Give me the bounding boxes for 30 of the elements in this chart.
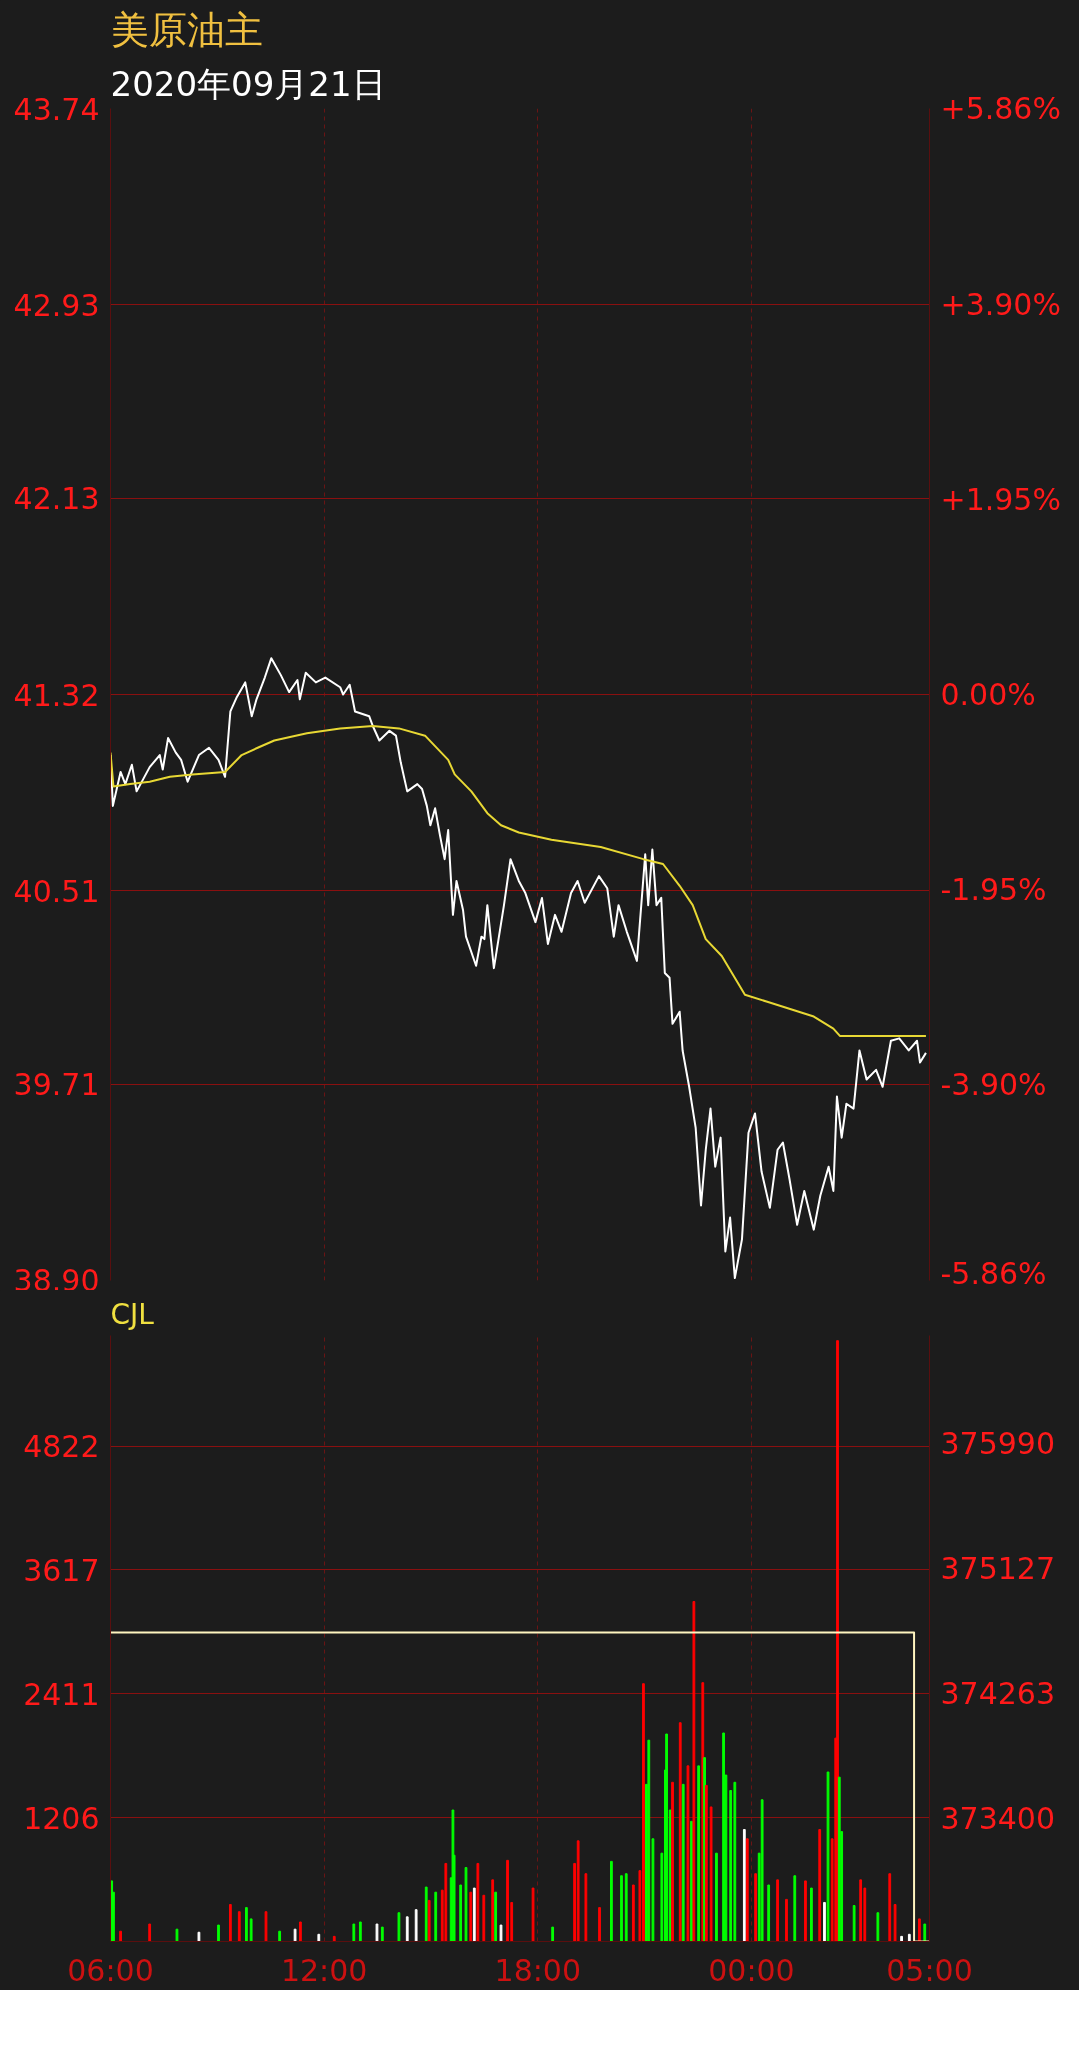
chart-subtitle: 2020年09月21日 bbox=[110, 63, 386, 104]
chart-title: CJL bbox=[110, 1297, 155, 1331]
y2-tick-label: +3.90% bbox=[940, 287, 1061, 322]
y-tick-label: 4822 bbox=[23, 1429, 100, 1465]
y-tick-label: 42.13 bbox=[13, 481, 100, 517]
y2-tick-label: +1.95% bbox=[940, 482, 1061, 517]
y2-tick-label: 374263 bbox=[940, 1675, 1056, 1711]
y-tick-label: 40.51 bbox=[13, 873, 100, 909]
x-tick-label: 12:00 bbox=[280, 1952, 368, 1988]
x-tick-label: 18:00 bbox=[494, 1952, 582, 1988]
y2-tick-label: 373400 bbox=[940, 1800, 1056, 1836]
y-tick-label: 2411 bbox=[23, 1676, 100, 1712]
y-tick-label: 39.71 bbox=[13, 1067, 100, 1103]
y-tick-label: 3617 bbox=[23, 1552, 100, 1588]
x-tick-label: 05:00 bbox=[886, 1952, 973, 1988]
x-tick-label: 00:00 bbox=[708, 1952, 795, 1988]
y2-tick-label: 375127 bbox=[940, 1550, 1056, 1586]
chart-title: 美原油主 bbox=[110, 7, 263, 52]
y2-tick-label: +5.86% bbox=[940, 91, 1061, 126]
x-tick-label: 06:00 bbox=[67, 1952, 154, 1988]
y2-tick-label: 375990 bbox=[940, 1426, 1056, 1462]
y2-tick-label: -1.95% bbox=[940, 872, 1047, 907]
y-tick-label: 38.90 bbox=[13, 1262, 100, 1298]
y2-tick-label: -3.90% bbox=[940, 1067, 1047, 1102]
y-tick-label: 41.32 bbox=[13, 677, 100, 713]
y2-tick-label: 0.00% bbox=[940, 677, 1036, 712]
y-tick-label: 42.93 bbox=[13, 287, 100, 323]
y-tick-label: 43.74 bbox=[13, 91, 100, 127]
y-tick-label: 1206 bbox=[23, 1800, 100, 1836]
y2-tick-label: -5.86% bbox=[940, 1255, 1047, 1291]
